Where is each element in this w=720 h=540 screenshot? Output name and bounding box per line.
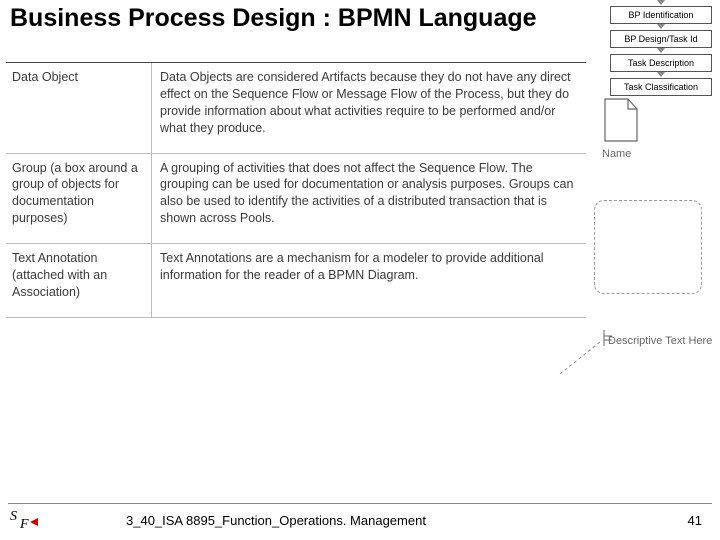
data-object-label: Name (602, 148, 631, 160)
cell-name: Data Object (6, 63, 152, 153)
page-title: Business Process Design : BPMN Language (10, 4, 537, 33)
table-row: Text Annotation (attached with an Associ… (6, 244, 586, 318)
group-icon (594, 200, 702, 294)
cell-name: Text Annotation (attached with an Associ… (6, 244, 152, 317)
footer-text: 3_40_ISA 8895_Function_Operations. Manag… (126, 513, 426, 528)
nav-boxes: BP Identification BP Design/Task Id Task… (610, 6, 712, 96)
cell-desc: A grouping of activities that does not a… (152, 154, 586, 244)
bpmn-table: Data Object Data Objects are considered … (6, 62, 586, 318)
nav-box-description: Task Description (610, 54, 712, 72)
nav-box-classification: Task Classification (610, 78, 712, 96)
page-number: 41 (688, 513, 702, 528)
text-annotation-icon (556, 326, 616, 380)
nav-box-design: BP Design/Task Id (610, 30, 712, 48)
cell-desc: Text Annotations are a mechanism for a m… (152, 244, 586, 317)
text-annotation-label: Descriptive Text Here (608, 335, 712, 347)
table-row: Group (a box around a group of objects f… (6, 154, 586, 245)
svg-text:S: S (10, 509, 17, 524)
logo-icon: S F (10, 506, 44, 532)
nav-box-identification: BP Identification (610, 6, 712, 24)
cell-desc: Data Objects are considered Artifacts be… (152, 63, 586, 153)
svg-text:F: F (19, 517, 29, 532)
table-row: Data Object Data Objects are considered … (6, 63, 586, 154)
footer-divider (8, 503, 712, 504)
data-object-icon (604, 98, 638, 142)
cell-name: Group (a box around a group of objects f… (6, 154, 152, 244)
